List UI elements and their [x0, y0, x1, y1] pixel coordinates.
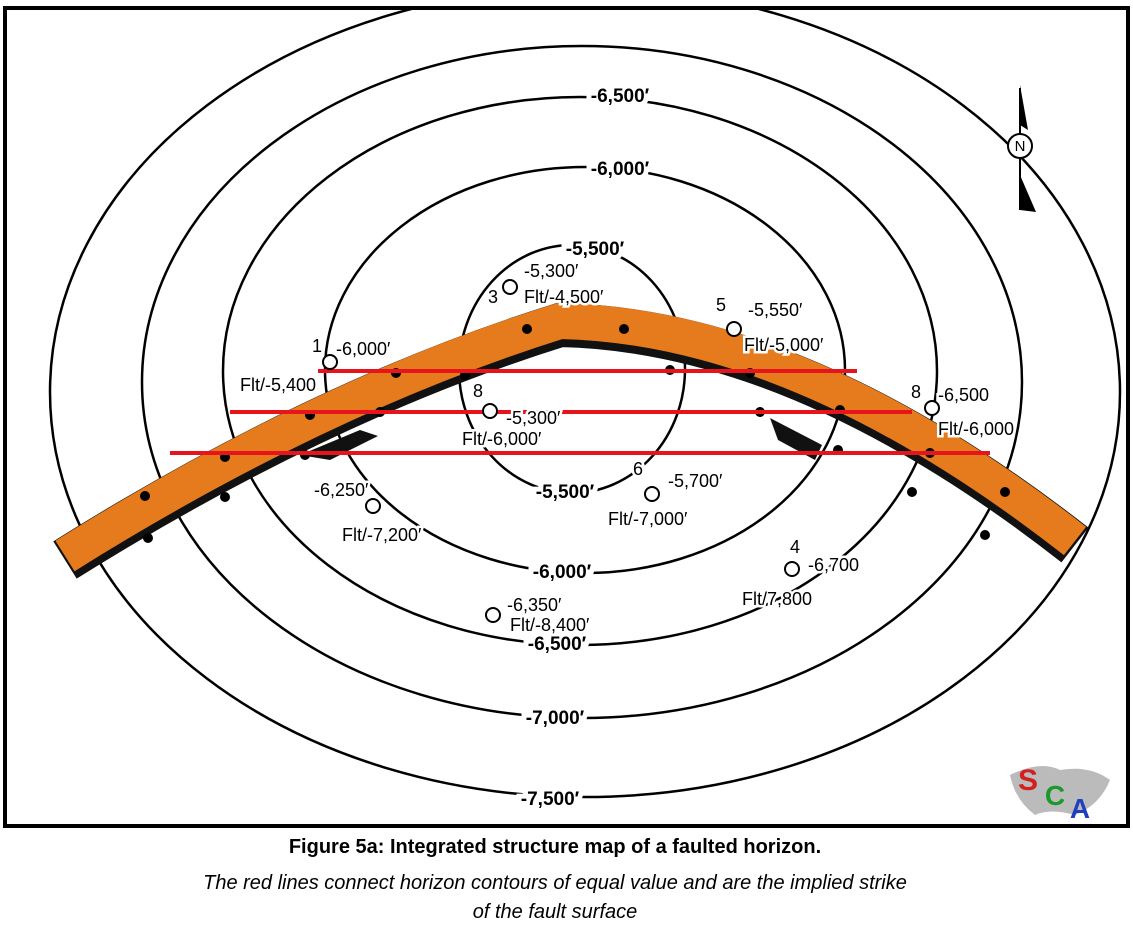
strike-lines — [170, 369, 990, 455]
caption-subtitle: of the fault surface — [473, 901, 638, 923]
frame — [3, 6, 1130, 828]
fault-band — [55, 302, 1087, 572]
contour-labels: -6,500′ -6,000′ -5,500′ -5,500′ -6,000′ … — [516, 81, 655, 815]
well-depth: -6,700 — [808, 555, 859, 575]
logo-letter: A — [1070, 793, 1090, 824]
contour — [48, 8, 1122, 799]
well-fault-depth: Flt/-5,000′ — [744, 335, 824, 355]
logo-letter: C — [1045, 780, 1065, 811]
well-depth: -6,000′ — [336, 339, 391, 359]
well-number: 1 — [312, 336, 322, 356]
well-number: 4 — [790, 537, 800, 557]
contour-label: -5,500′ — [536, 482, 595, 503]
contour-label: -6,000′ — [591, 159, 650, 180]
well — [726, 321, 742, 337]
well — [485, 607, 501, 623]
well — [502, 279, 518, 295]
well-depth: -6,250′ — [314, 480, 369, 500]
caption-subtitle: The red lines connect horizon contours o… — [203, 872, 907, 894]
contour — [140, 44, 1024, 720]
well-number: 3 — [488, 287, 498, 307]
contour-label: -7,500′ — [521, 789, 580, 810]
caption-title: Figure 5a: Integrated structure map of a… — [289, 836, 821, 858]
well — [365, 498, 381, 514]
well — [482, 403, 498, 419]
well-depth: -5,300′ — [524, 261, 579, 281]
well-fault-depth: Flt/-5,400 — [240, 375, 316, 395]
well-number: 6 — [633, 459, 643, 479]
well-fault-depth: Flt/-6,000 — [938, 419, 1014, 439]
well-number: 8 — [473, 381, 483, 401]
well-depth: -6,500 — [938, 385, 989, 405]
well — [924, 400, 940, 416]
well-fault-depth: Flt/7,800 — [742, 589, 812, 609]
contour-label: -6,500′ — [528, 634, 587, 655]
contour-label: -7,000′ — [526, 708, 585, 729]
wells: 1 -6,000′ Flt/-5,400 3 -5,300′ Flt/-4,500′ 5 -5… — [238, 258, 1017, 637]
well-number: 8 — [911, 382, 921, 402]
well-depth: -5,300′ — [506, 408, 561, 428]
well-fault-depth: Flt/-7,200′ — [342, 525, 422, 545]
map-area: -6,500′ -6,000′ -5,500′ -5,500′ -6,000′ … — [48, 8, 1122, 824]
well-fault-depth: Flt/-8,400′ — [510, 615, 590, 635]
well — [644, 486, 660, 502]
well-depth: -6,350′ — [507, 595, 562, 615]
contour — [221, 95, 939, 647]
well-fault-depth: Flt/-6,000′ — [462, 429, 542, 449]
well-fault-depth: Flt/-4,500′ — [524, 287, 604, 307]
logo-letter: S — [1018, 764, 1038, 797]
contour-label: -6,500′ — [591, 86, 650, 107]
north-arrow: N — [1007, 85, 1036, 212]
well-fault-depth: Flt/-7,000′ — [608, 509, 688, 529]
well-depth: -5,550′ — [748, 300, 803, 320]
well-depth: -5,700′ — [668, 471, 723, 491]
logo: S C A — [1010, 764, 1110, 824]
contour-label: -6,000′ — [533, 562, 592, 583]
fault-throw-marker — [770, 418, 822, 460]
well — [322, 354, 338, 370]
contour-label: -5,500′ — [566, 239, 625, 260]
north-label: N — [1015, 138, 1026, 155]
well — [784, 561, 800, 577]
well-number: 5 — [716, 295, 726, 315]
